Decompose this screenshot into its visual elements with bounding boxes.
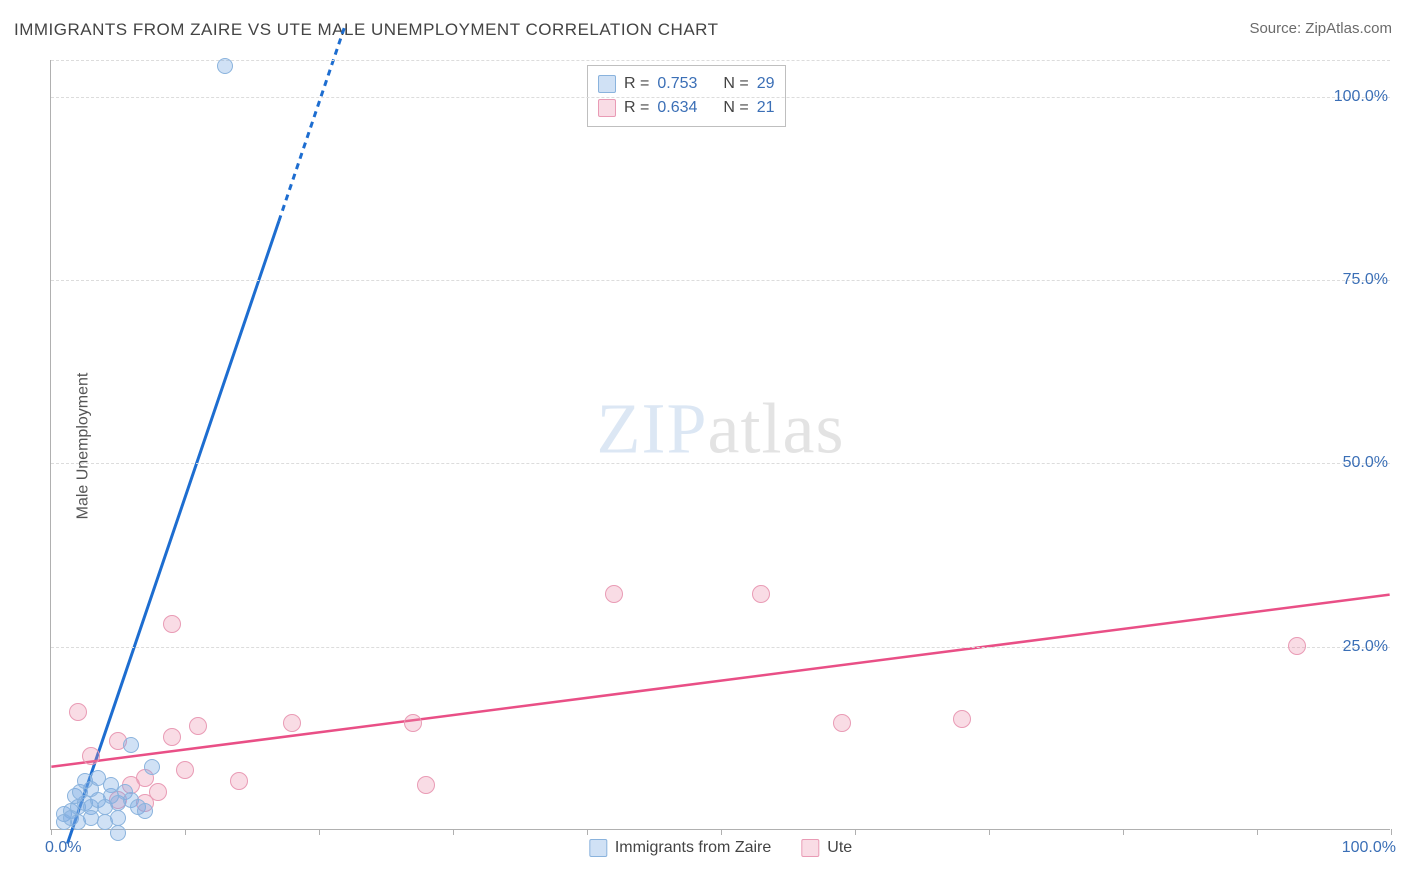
data-point-pink [417, 776, 435, 794]
swatch-blue [598, 75, 616, 93]
data-point-pink [69, 703, 87, 721]
data-point-pink [1288, 637, 1306, 655]
r-label: R = [624, 75, 649, 93]
x-tick [1123, 829, 1124, 835]
x-tick [319, 829, 320, 835]
x-tick-last: 100.0% [1342, 839, 1396, 857]
data-point-pink [176, 761, 194, 779]
data-point-pink [163, 728, 181, 746]
y-tick-label: 100.0% [1334, 88, 1392, 106]
x-tick [1391, 829, 1392, 835]
trend-lines-layer [51, 60, 1390, 829]
r-label: R = [624, 99, 649, 117]
swatch-pink [801, 839, 819, 857]
gridline-h [51, 647, 1390, 648]
gridline-h [51, 97, 1390, 98]
gridline-h [51, 280, 1390, 281]
x-tick-first: 0.0% [45, 839, 81, 857]
swatch-blue [589, 839, 607, 857]
legend-item-pink: Ute [801, 839, 852, 857]
series-legend: Immigrants from Zaire Ute [589, 839, 852, 857]
y-tick-label: 25.0% [1343, 638, 1392, 656]
data-point-pink [953, 710, 971, 728]
data-point-pink [404, 714, 422, 732]
data-point-blue [110, 825, 126, 841]
gridline-h [51, 463, 1390, 464]
gridline-h [51, 60, 1390, 61]
data-point-pink [605, 585, 623, 603]
trend-line [51, 595, 1389, 767]
legend-row-blue: R = 0.753 N = 29 [598, 72, 775, 96]
x-tick [721, 829, 722, 835]
legend-label-pink: Ute [827, 839, 852, 857]
data-point-blue [137, 803, 153, 819]
legend-item-blue: Immigrants from Zaire [589, 839, 771, 857]
data-point-pink [833, 714, 851, 732]
x-tick [185, 829, 186, 835]
data-point-pink [163, 615, 181, 633]
legend-label-blue: Immigrants from Zaire [615, 839, 771, 857]
n-value-blue: 29 [757, 75, 775, 93]
x-tick [453, 829, 454, 835]
data-point-pink [189, 717, 207, 735]
data-point-pink [230, 772, 248, 790]
legend-row-pink: R = 0.634 N = 21 [598, 96, 775, 120]
x-tick [1257, 829, 1258, 835]
x-tick [855, 829, 856, 835]
r-value-pink: 0.634 [657, 99, 697, 117]
n-value-pink: 21 [757, 99, 775, 117]
y-tick-label: 75.0% [1343, 271, 1392, 289]
data-point-blue [144, 759, 160, 775]
plot-area: ZIPatlas R = 0.753 N = 29 R = 0.634 N = … [50, 60, 1390, 830]
n-label: N = [723, 75, 748, 93]
data-point-pink [283, 714, 301, 732]
data-point-pink [752, 585, 770, 603]
r-value-blue: 0.753 [657, 75, 697, 93]
data-point-blue [90, 770, 106, 786]
x-tick [587, 829, 588, 835]
swatch-pink [598, 99, 616, 117]
n-label: N = [723, 99, 748, 117]
data-point-blue [123, 737, 139, 753]
data-point-pink [82, 747, 100, 765]
x-tick [51, 829, 52, 835]
source-label: Source: ZipAtlas.com [1249, 20, 1392, 37]
chart-title: IMMIGRANTS FROM ZAIRE VS UTE MALE UNEMPL… [14, 20, 719, 40]
data-point-blue [217, 58, 233, 74]
trend-line [279, 23, 346, 221]
data-point-blue [110, 810, 126, 826]
y-tick-label: 50.0% [1343, 454, 1392, 472]
x-tick [989, 829, 990, 835]
